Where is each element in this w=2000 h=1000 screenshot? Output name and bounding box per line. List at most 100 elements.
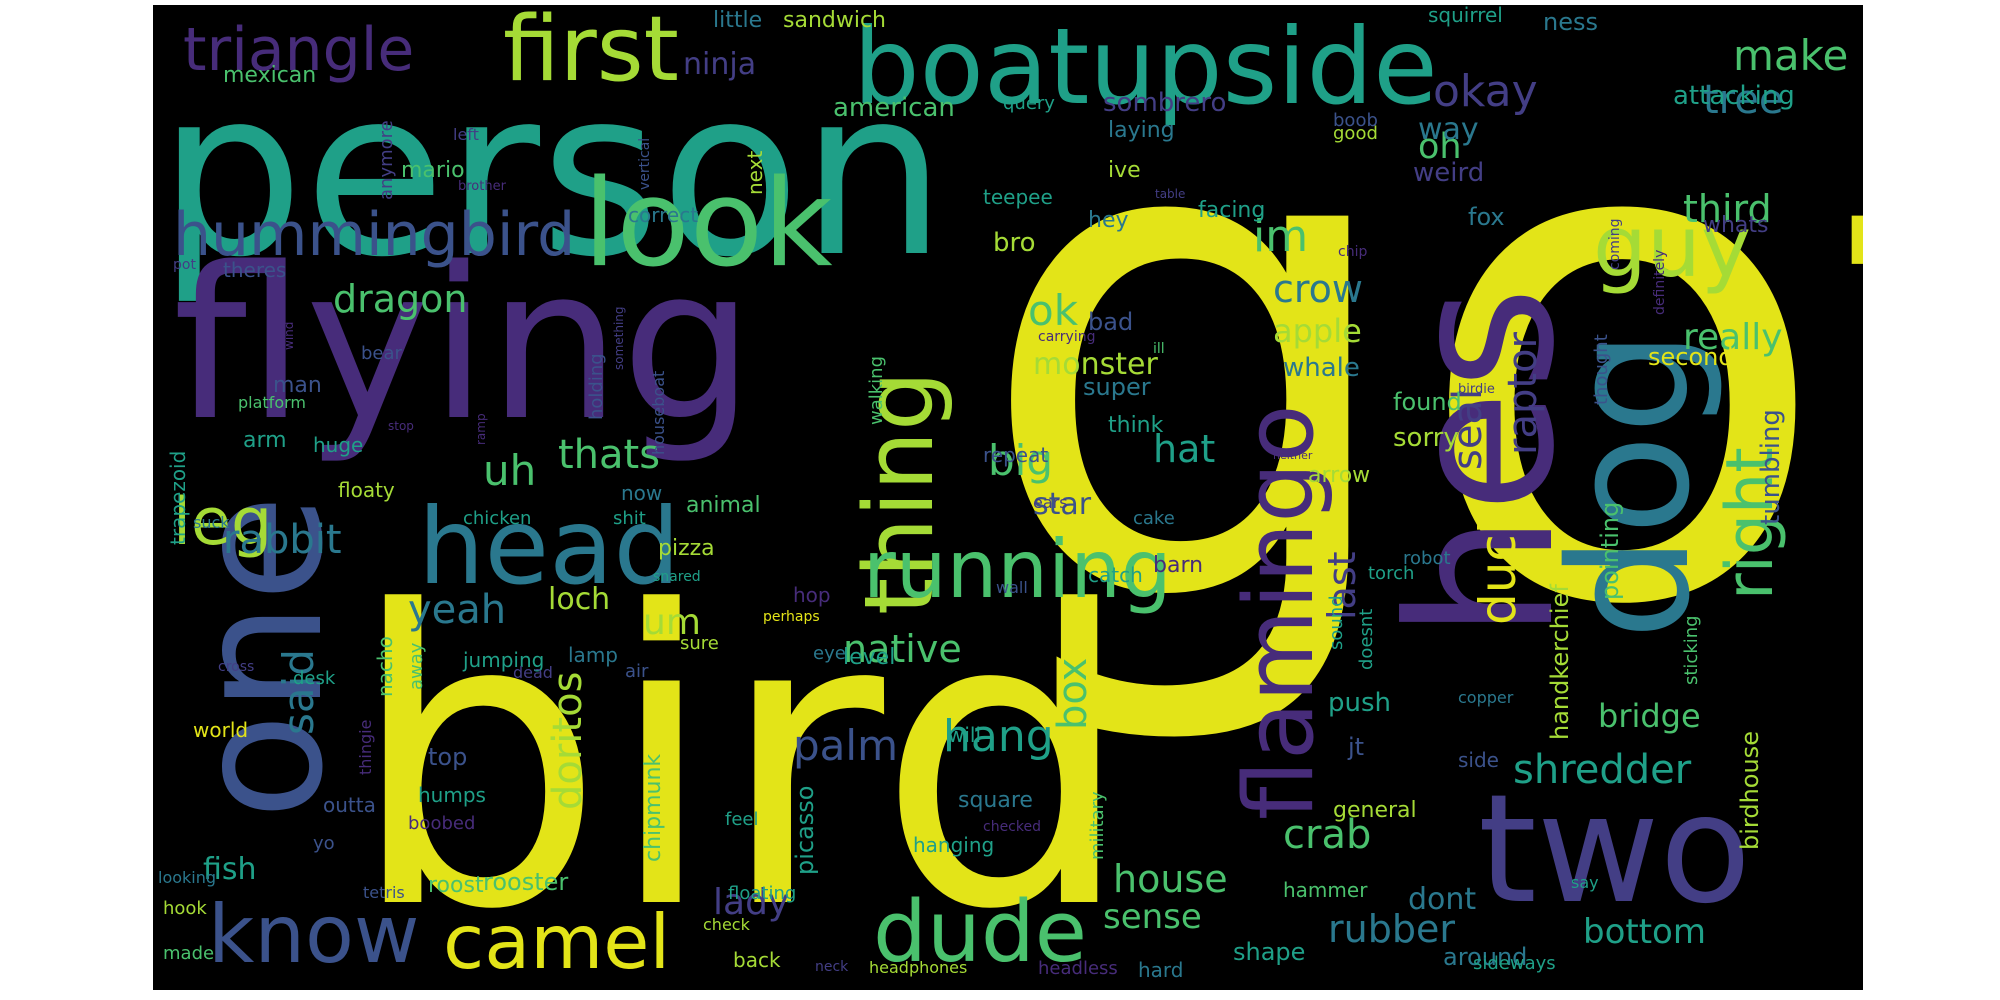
word-really: really (1683, 317, 1783, 358)
word-sandwich: sandwich (783, 8, 886, 33)
word-mexican: mexican (223, 63, 317, 88)
word-tetris: tetris (363, 883, 405, 902)
word-top: top (428, 743, 468, 771)
word-man: man (273, 373, 322, 398)
word-stop: stop (388, 419, 414, 433)
word-lady: lady (713, 882, 790, 923)
word-guy: guy (1593, 198, 1752, 297)
word-repeat: repeat (983, 443, 1049, 467)
word-level: level (843, 645, 896, 670)
word-good: good (1333, 123, 1378, 144)
word-rubber: rubber (1328, 907, 1455, 951)
word-outta: outta (323, 793, 376, 817)
word-made: made (163, 943, 215, 964)
word-got: got (973, 5, 1863, 756)
word-torch: torch (1368, 563, 1415, 584)
word-whats: whats (1703, 213, 1769, 238)
word-checked: checked (983, 819, 1041, 835)
word-hey: hey (1088, 208, 1129, 233)
word-sideways: sideways (1473, 953, 1556, 974)
word-mario: mario (401, 158, 465, 183)
word-dead: dead (513, 663, 553, 682)
word-headless: headless (1038, 958, 1118, 979)
word-coming: coming (1607, 218, 1623, 270)
word-holding: holding (586, 353, 607, 420)
word-jumping: jumping (463, 648, 545, 672)
word-sense: sense (1103, 897, 1202, 937)
word-walking: walking (866, 355, 887, 425)
word-neither: neither (1273, 449, 1313, 462)
word-desk: desk (293, 668, 336, 689)
word-ninja: ninja (683, 47, 757, 82)
word-palm: palm (793, 721, 898, 770)
word-make: make (1733, 31, 1849, 80)
word-laying: laying (1108, 118, 1175, 143)
word-ive: ive (1108, 158, 1141, 183)
word-houseboat: houseboat (649, 370, 668, 455)
word-nacho: nacho (373, 636, 397, 697)
word-huge: huge (313, 433, 364, 457)
word-oh: oh (1418, 127, 1462, 167)
word-hard: hard (1138, 958, 1184, 982)
word-fox: fox (1468, 203, 1505, 231)
word-leg: leg (173, 485, 273, 560)
word-arrow: arrow (1308, 463, 1371, 488)
word-know: know (208, 888, 420, 981)
word-snared: snared (653, 569, 701, 585)
word-native: native (843, 627, 962, 671)
word-handkerchief: handkerchief (1546, 584, 1574, 740)
word-squirrel: squirrel (1428, 5, 1503, 27)
word-humps: humps (418, 783, 486, 807)
word-bottom: bottom (1583, 912, 1706, 952)
word-headphones: headphones (869, 958, 968, 977)
word-rabbit: rabbit (223, 517, 342, 563)
word-barn: barn (1153, 553, 1204, 578)
word-rooster: rooster (483, 868, 569, 896)
word-platform: platform (238, 393, 306, 412)
word-american: american (833, 93, 955, 123)
word-ramp: ramp (474, 413, 488, 445)
word-around: around (1443, 943, 1528, 971)
word-big: big (988, 436, 1053, 485)
word-hat: hat (1153, 427, 1216, 471)
word-push: push (1328, 688, 1392, 718)
word-military: military (1087, 791, 1108, 860)
word-uh: uh (483, 446, 537, 495)
word-look: look (583, 155, 833, 294)
word-second: second (1648, 343, 1734, 371)
word-floating: floating (728, 883, 797, 904)
word-jt: jt (1348, 733, 1365, 761)
word-trapezoid: trapezoid (166, 450, 190, 545)
word-think: think (1108, 413, 1164, 438)
word-check: check (703, 915, 750, 934)
word-world: world (193, 718, 249, 742)
word-little: little (713, 8, 763, 33)
word-tree: tree (1703, 77, 1784, 123)
word-lamp: lamp (568, 643, 618, 667)
word-third: third (1683, 187, 1772, 231)
word-shit: shit (613, 508, 646, 529)
word-thingie: thingie (356, 719, 375, 775)
word-cake: cake (1133, 508, 1175, 529)
word-eye: eye (813, 643, 846, 664)
word-sorry: sorry (1393, 423, 1459, 453)
word-im: im (1253, 211, 1309, 262)
word-bird: bird (348, 526, 1135, 990)
word-boobed: boobed (408, 813, 476, 834)
word-next: next (743, 150, 767, 195)
word-general: general (1333, 798, 1417, 823)
word-chip: chip (1338, 244, 1368, 260)
word-vertical: vertical (637, 137, 653, 190)
word-chipmunk: chipmunk (641, 753, 666, 862)
word-okay: okay (1433, 66, 1538, 117)
word-whale: whale (1283, 353, 1360, 383)
word-cross: cross (218, 659, 255, 675)
word-birdhouse: birdhouse (1736, 731, 1764, 850)
word-super: super (1083, 373, 1151, 401)
word-head: head (418, 486, 681, 608)
word-pot: pot (173, 257, 196, 273)
word-attacking: attacking (1673, 81, 1795, 111)
word-robot: robot (1403, 548, 1451, 569)
word-boatupside: boatupside (853, 6, 1438, 128)
word-query: query (1003, 93, 1055, 114)
